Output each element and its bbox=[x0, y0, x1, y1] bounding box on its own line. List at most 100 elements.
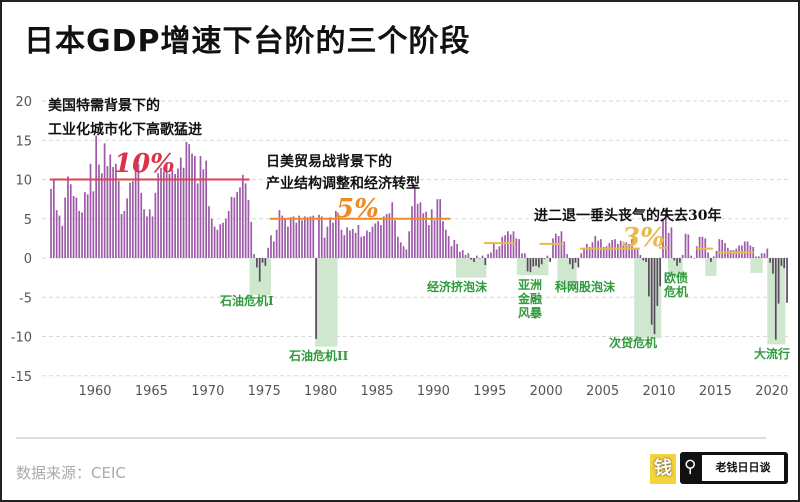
bar bbox=[413, 185, 416, 258]
bar bbox=[275, 229, 278, 258]
bar bbox=[786, 258, 788, 303]
bar bbox=[464, 254, 467, 258]
bar bbox=[571, 258, 574, 269]
bar bbox=[278, 210, 281, 258]
bar bbox=[566, 254, 568, 258]
bar bbox=[515, 238, 518, 258]
bar bbox=[622, 245, 625, 258]
bar bbox=[617, 243, 619, 258]
bar bbox=[766, 248, 769, 258]
crisis-shade bbox=[668, 258, 683, 277]
crisis-label-asia-1: 亚洲 bbox=[518, 278, 542, 292]
bar bbox=[205, 160, 207, 258]
x-tick-label: 2000 bbox=[530, 384, 563, 399]
bar bbox=[772, 258, 774, 274]
bar bbox=[219, 224, 222, 258]
bar bbox=[411, 206, 413, 258]
bar bbox=[112, 166, 114, 258]
bar bbox=[687, 234, 690, 258]
bar bbox=[591, 242, 594, 258]
era1-label-line2: 工业化城市化下高歌猛进 bbox=[48, 121, 202, 138]
bar bbox=[447, 236, 450, 258]
bar bbox=[625, 242, 628, 258]
bar bbox=[143, 209, 145, 258]
bar bbox=[250, 221, 253, 258]
y-tick-label: -10 bbox=[11, 331, 32, 346]
bar bbox=[422, 213, 425, 258]
bar bbox=[210, 218, 213, 258]
bar bbox=[543, 258, 546, 259]
bar bbox=[518, 239, 520, 258]
crisis-shade bbox=[314, 258, 338, 347]
bar bbox=[436, 199, 439, 258]
bar bbox=[191, 153, 193, 258]
bar bbox=[298, 215, 301, 258]
bar bbox=[84, 192, 86, 258]
bar bbox=[241, 174, 244, 258]
bar bbox=[100, 173, 103, 258]
y-tick-label: 5 bbox=[24, 213, 32, 228]
bar bbox=[721, 239, 724, 258]
bar bbox=[521, 253, 523, 258]
bar bbox=[628, 243, 630, 258]
bar bbox=[473, 258, 475, 262]
y-tick-label: 0 bbox=[24, 252, 32, 267]
bar bbox=[755, 256, 757, 258]
x-tick-label: 1980 bbox=[304, 384, 337, 399]
bar bbox=[53, 179, 55, 258]
bar bbox=[174, 174, 176, 258]
bar bbox=[50, 188, 52, 258]
bar bbox=[343, 235, 346, 258]
bar bbox=[332, 222, 334, 258]
search-icon: ⚲ bbox=[684, 457, 697, 477]
crisis-shade bbox=[557, 258, 577, 289]
bar bbox=[478, 258, 481, 259]
era3-label: 进二退一垂头丧气的失去30年 bbox=[534, 207, 721, 224]
bar bbox=[72, 195, 75, 258]
y-tick-label: 15 bbox=[15, 134, 32, 149]
logo-mark: 钱 bbox=[650, 454, 676, 484]
bar bbox=[501, 236, 504, 258]
bar bbox=[337, 215, 340, 258]
logo-badge: ⚲ 老钱日日谈 bbox=[680, 452, 788, 484]
bar bbox=[354, 232, 357, 258]
bar bbox=[648, 258, 650, 297]
bar bbox=[512, 231, 515, 258]
crisis-label-asia-3: 风暴 bbox=[518, 306, 543, 320]
bar bbox=[351, 228, 354, 258]
bar bbox=[563, 241, 566, 258]
bar bbox=[315, 258, 317, 339]
bar bbox=[664, 208, 667, 258]
bar bbox=[182, 167, 185, 258]
x-tick-label: 1985 bbox=[360, 384, 393, 399]
bar bbox=[179, 157, 182, 258]
bar bbox=[98, 164, 100, 258]
bar bbox=[126, 198, 129, 258]
bar bbox=[585, 243, 588, 258]
crisis-label-bubble: 经济挤泡沫 bbox=[427, 279, 488, 294]
bar bbox=[546, 255, 549, 258]
bar bbox=[487, 254, 489, 258]
bar bbox=[633, 247, 636, 258]
bar bbox=[318, 214, 320, 258]
bar bbox=[399, 242, 402, 258]
bar bbox=[185, 141, 188, 258]
bar bbox=[363, 236, 365, 258]
bar bbox=[131, 181, 134, 258]
bar bbox=[690, 255, 693, 258]
bar bbox=[670, 227, 673, 258]
bar bbox=[698, 236, 701, 258]
bar bbox=[292, 216, 295, 258]
bar bbox=[258, 258, 261, 282]
bar bbox=[270, 235, 272, 258]
bar bbox=[208, 206, 210, 258]
bar bbox=[236, 192, 238, 258]
bar bbox=[743, 241, 746, 258]
bar bbox=[199, 155, 202, 258]
bar bbox=[650, 258, 653, 325]
x-tick-label: 2005 bbox=[586, 384, 619, 399]
bar bbox=[557, 236, 560, 258]
bar bbox=[574, 258, 577, 263]
crisis-label-asia-2: 金融 bbox=[517, 291, 542, 306]
bar bbox=[535, 258, 537, 266]
